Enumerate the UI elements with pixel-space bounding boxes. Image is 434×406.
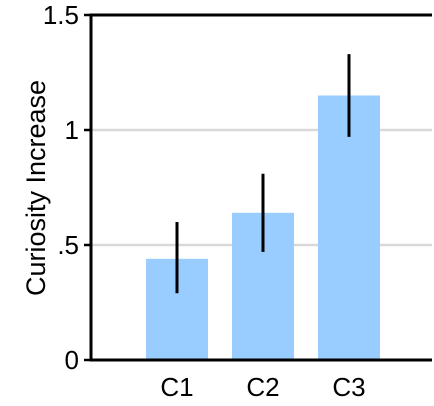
tick-labels: 0 .5 1 1.5 C1 C2 C3 — [43, 0, 366, 402]
y-axis-label: Curiosity Increase — [21, 80, 51, 296]
error-bars — [175, 54, 351, 294]
y-tick-label-2: 1 — [65, 115, 79, 145]
y-tick-label-3: 1.5 — [43, 0, 79, 30]
x-tick-label-c2: C2 — [246, 372, 279, 402]
x-tick-label-c1: C1 — [160, 372, 193, 402]
x-tick-label-c3: C3 — [332, 372, 365, 402]
axes — [84, 13, 432, 362]
y-tick-label-1: .5 — [57, 230, 79, 260]
y-tick-label-0: 0 — [65, 345, 79, 375]
bar-c3 — [318, 95, 380, 360]
